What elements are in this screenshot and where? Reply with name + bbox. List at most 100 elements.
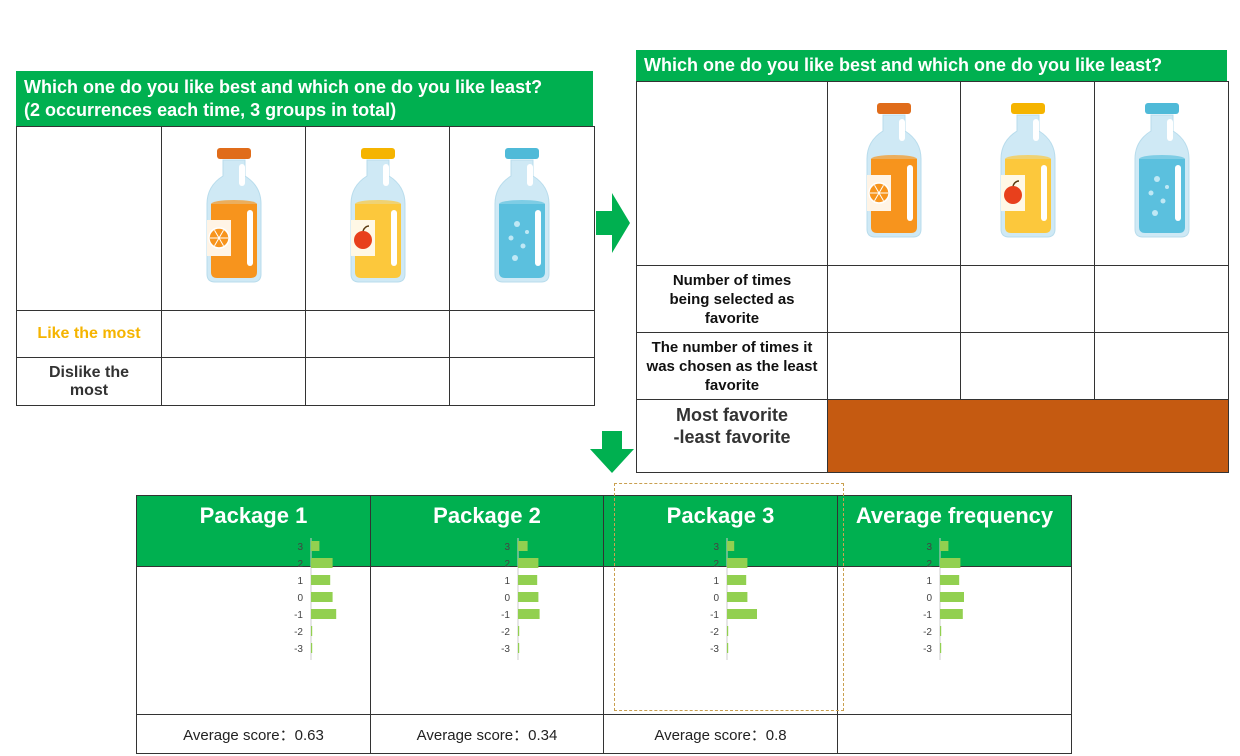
chart-bar [940, 643, 942, 653]
chart-tick-label: 2 [504, 559, 510, 570]
right-bottle-cell [960, 81, 1095, 266]
chart-bar [311, 541, 320, 551]
answer-cell[interactable] [305, 310, 450, 358]
bottle-neck-highlight [382, 164, 389, 186]
chart-tick-label: 0 [926, 593, 932, 604]
row-label-favorite-text: Number of times being selected as favori… [669, 271, 795, 327]
chart-tick-label: 1 [926, 576, 932, 587]
row-diff-line2: -least favorite [673, 427, 791, 447]
chart-bar [940, 541, 949, 551]
left-bottle-cell [449, 126, 595, 311]
water-bubble [1160, 198, 1165, 204]
chart-tick-label: 2 [297, 559, 303, 570]
answer-cell[interactable] [449, 357, 595, 406]
left-empty-cell [16, 126, 162, 311]
average-label: Average score： [183, 726, 295, 744]
chart-bar [518, 643, 520, 653]
bottle-liquid [499, 204, 545, 278]
orange-juice-bottle-icon [866, 103, 922, 238]
chart-bar [518, 626, 520, 636]
bottle-neck-highlight [527, 164, 533, 186]
row-label-difference: Most favorite -least favorite [636, 399, 828, 473]
average-value: 0.34 [528, 726, 558, 744]
bottle-neck-highlight [1032, 119, 1039, 141]
row-label-dislike-text: Dislike the most [48, 363, 130, 399]
tally-cell[interactable] [1094, 265, 1229, 333]
bottle-cap [360, 148, 395, 159]
answer-cell[interactable] [161, 310, 306, 358]
tally-cell[interactable] [960, 265, 1095, 333]
bottle-body-highlight [390, 210, 397, 266]
right-empty-cell [636, 81, 828, 266]
apple-icon [1003, 186, 1022, 204]
tally-cell[interactable] [827, 332, 961, 400]
water-bottle-icon [1134, 103, 1189, 238]
water-bubble [1164, 185, 1169, 189]
chart-tick-label: -2 [294, 627, 303, 638]
chart-tick-label: -2 [710, 627, 719, 638]
right-bottle-cell [1094, 81, 1229, 266]
bottle-cap [505, 148, 539, 159]
chart-bar [311, 609, 337, 619]
answer-cell[interactable] [305, 357, 450, 406]
package-1-average: Average score：0.63 [136, 714, 371, 754]
chart-tick-label: 2 [713, 559, 719, 570]
bottle-neck-highlight [899, 119, 905, 141]
answer-cell[interactable] [161, 357, 306, 406]
chart-bar [727, 541, 735, 551]
chart-tick-label: 0 [713, 593, 719, 604]
chart-bar [727, 643, 729, 653]
orange-segment [874, 192, 880, 202]
water-bubble [512, 255, 518, 261]
chart-bar [518, 609, 540, 619]
bottle-liquid-top [499, 200, 545, 208]
bottle-cap [1144, 103, 1179, 114]
chart-tick-label: -3 [923, 644, 932, 655]
average-frequency-header: Average frequency [837, 495, 1072, 567]
left-panel-title: Which one do you like best and which one… [16, 71, 593, 126]
row-label-least-text: The number of times it was chosen as the… [646, 338, 818, 394]
chart-bar [727, 609, 757, 619]
bottle-liquid-top [1004, 155, 1051, 163]
chart-tick-label: 3 [926, 542, 932, 553]
chart-tick-label: 1 [504, 576, 510, 587]
chart-tick-label: 2 [926, 559, 932, 570]
orange-segment [213, 237, 219, 247]
package-2-header: Package 2 [370, 495, 604, 567]
chart-bar [940, 626, 942, 636]
chart-bar [518, 592, 539, 602]
average-label: Average score： [416, 726, 529, 744]
apple-juice-bottle-icon [350, 148, 405, 283]
row-label-least-count: The number of times it was chosen as the… [636, 332, 828, 400]
right-tally-table: Number of times being selected as favori… [636, 81, 1229, 473]
tally-cell[interactable] [1094, 332, 1229, 400]
bottle-cap [216, 148, 251, 159]
left-title-line1: Which one do you like best and which one… [24, 77, 543, 97]
tally-cell[interactable] [960, 332, 1095, 400]
apple-stem [1011, 180, 1019, 187]
chart-bar [940, 592, 964, 602]
bottle-body-highlight [1174, 165, 1181, 221]
water-bubble [520, 243, 526, 249]
apple-juice-bottle-icon [1000, 103, 1055, 238]
orange-segment [874, 184, 880, 194]
chart-bar [940, 609, 963, 619]
chart-bar [311, 592, 333, 602]
row-label-favorite-count: Number of times being selected as favori… [636, 265, 828, 333]
bottle-liquid-top [1138, 155, 1185, 163]
package-1-chart-cell [136, 566, 371, 715]
chart-bar [727, 592, 748, 602]
water-bubble [508, 235, 514, 241]
difference-result-cell [827, 399, 1229, 473]
bottle-neck-highlight [238, 164, 245, 186]
chart-tick-label: -3 [501, 644, 510, 655]
orange-segment [878, 184, 884, 194]
row-label-dislike-most: Dislike the most [16, 357, 162, 406]
package-3-chart-cell [603, 566, 838, 715]
bottle-neck-highlight [1166, 119, 1173, 141]
chart-bar [311, 558, 333, 568]
chart-tick-label: -1 [501, 610, 510, 621]
bottle-body-highlight [1040, 165, 1047, 221]
water-bubble [514, 221, 520, 227]
